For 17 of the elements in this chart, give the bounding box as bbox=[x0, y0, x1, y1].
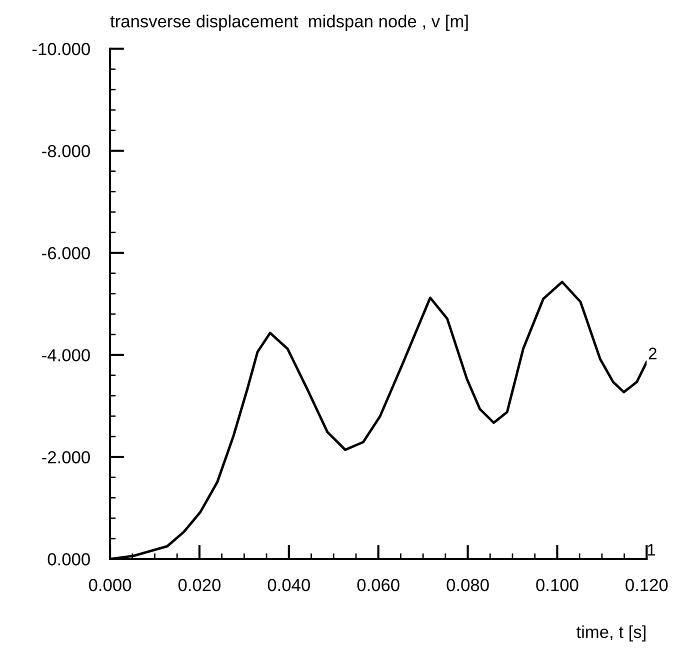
y-tick-label: 0.000 bbox=[48, 553, 90, 566]
x-tick-label: 0.020 bbox=[178, 578, 221, 592]
y-tick-label: -8.000 bbox=[42, 144, 90, 158]
x-tick-label: 0.040 bbox=[268, 578, 310, 592]
y-tick-label: -10.000 bbox=[32, 42, 90, 56]
x-tick-label: 0.100 bbox=[536, 578, 578, 592]
y-tick-label: -2.000 bbox=[42, 451, 90, 464]
x-tick-label: 0.000 bbox=[88, 578, 132, 592]
chart-title: transverse displacement midspan node , v [m] bbox=[110, 14, 468, 31]
x-tick-label: 0.080 bbox=[446, 578, 489, 592]
y-tick-label: -6.000 bbox=[42, 247, 90, 260]
x-tick-label: 0.060 bbox=[357, 578, 400, 592]
series-label: 2 bbox=[648, 348, 656, 360]
text: 1 bbox=[648, 544, 656, 556]
y-tick-label: -4.000 bbox=[42, 349, 90, 362]
x-axis-title: time, t [s] bbox=[576, 625, 646, 642]
x-tick-label: 0.120 bbox=[626, 578, 668, 592]
